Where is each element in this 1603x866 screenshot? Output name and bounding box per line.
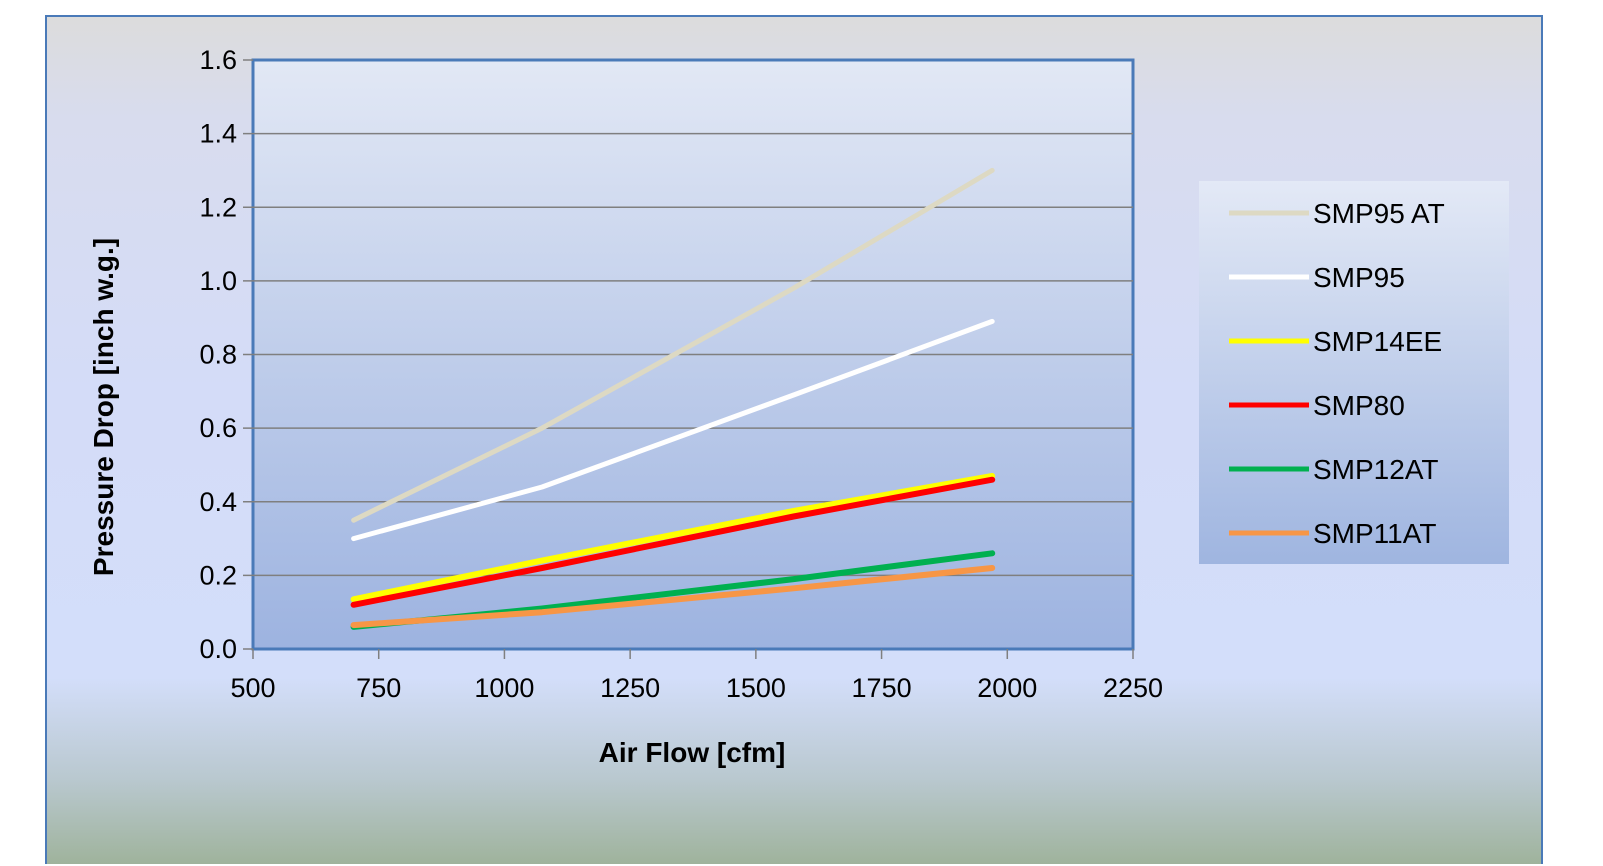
line-chart: 0.0 0.2 0.4 0.6 0.8 1.0 1.2 1.4 1.6 500 750 1000 125… [88,45,1509,768]
x-tick-label: 1750 [852,673,912,703]
x-tick-label: 1250 [600,673,660,703]
x-tick-label: 1000 [474,673,534,703]
legend-label: SMP14EE [1313,326,1442,357]
legend-label: SMP95 AT [1313,198,1445,229]
series-line-smp14ee [350,473,996,603]
y-tick-label: 1.6 [199,45,237,75]
legend: SMP95 AT SMP95 SMP14EE SMP80 SMP12AT SMP11AT [1229,198,1445,549]
legend-box [1199,181,1509,564]
x-tick-label: 2000 [977,673,1037,703]
legend-label: SMP95 [1313,262,1405,293]
y-tick-label: 0.6 [199,413,237,443]
y-tick-label: 0.2 [199,560,237,590]
series-line-smp95-at [351,167,995,523]
x-tick-label: 2250 [1103,673,1163,703]
legend-label: SMP11AT [1313,518,1436,549]
y-tick-label: 0.8 [199,340,237,370]
legend-label: SMP80 [1313,390,1405,421]
x-tick-label: 750 [356,673,401,703]
y-tick-label: 1.0 [199,266,237,296]
y-tick-label: 0.4 [199,487,237,517]
chart-area: 0.0 0.2 0.4 0.6 0.8 1.0 1.2 1.4 1.6 500 750 1000 125… [45,15,1543,864]
y-tick-label: 0.0 [199,634,237,664]
y-axis-title: Pressure Drop [inch w.g.] [88,238,119,576]
x-axis-title: Air Flow [cfm] [599,737,786,768]
series-lines [350,167,996,630]
y-tick-label: 1.4 [199,119,237,149]
x-tick-label: 1500 [726,673,786,703]
legend-label: SMP12AT [1313,454,1439,485]
x-tick-label: 500 [230,673,275,703]
gridlines [253,132,1133,577]
series-line-smp80 [350,476,996,608]
series-line-smp95 [351,318,995,542]
y-tick-label: 1.2 [199,192,237,222]
axes: 0.0 0.2 0.4 0.6 0.8 1.0 1.2 1.4 1.6 500 750 1000 125… [199,45,1163,703]
series-line-smp11at [350,565,996,629]
